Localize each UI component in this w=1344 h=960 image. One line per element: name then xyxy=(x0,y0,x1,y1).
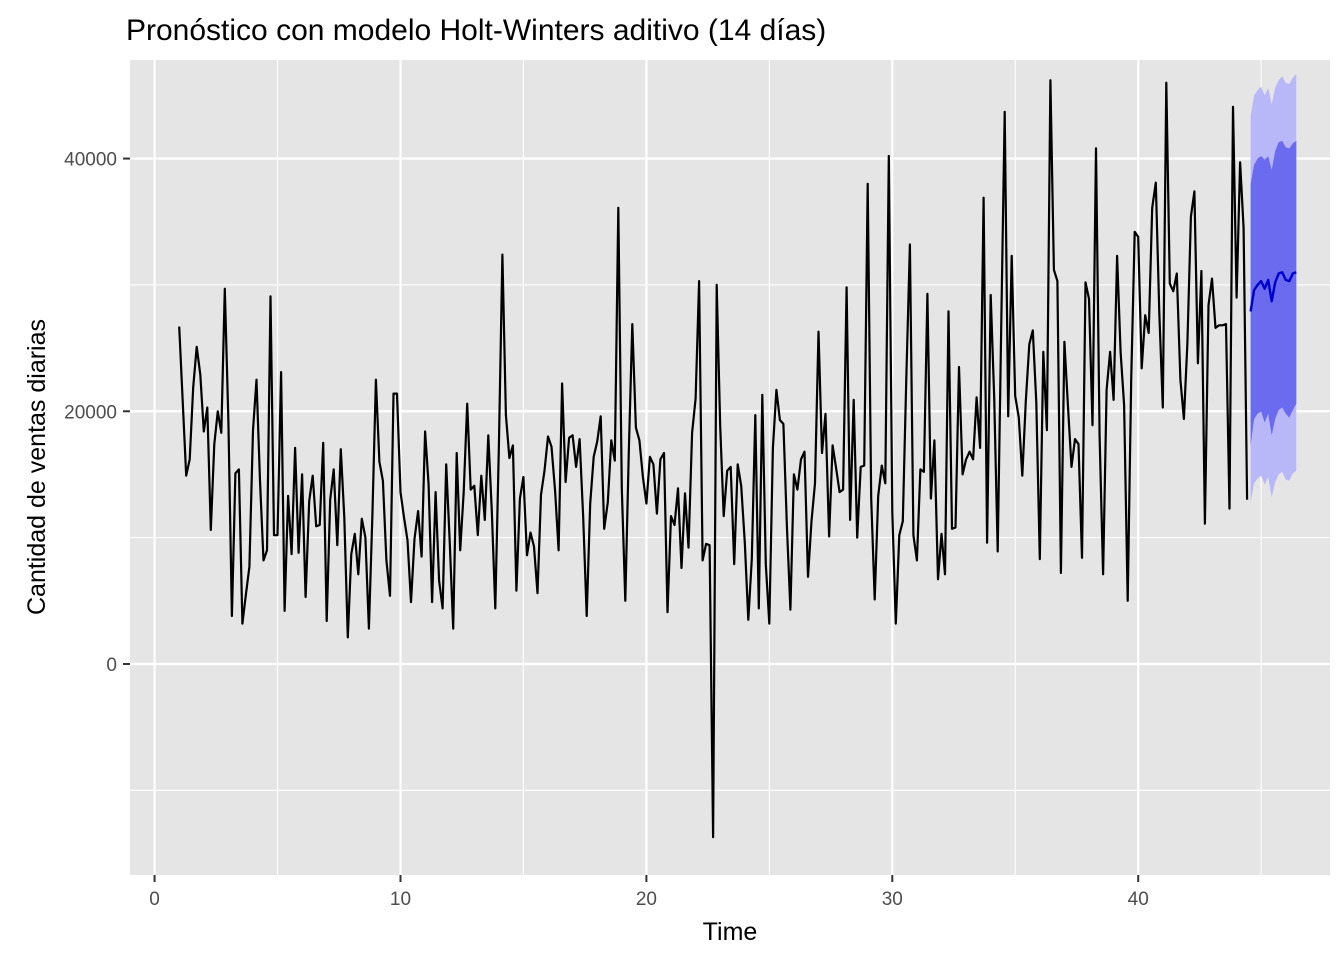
series-lines xyxy=(178,79,1297,839)
x-tick-label: 10 xyxy=(390,889,411,910)
grid-minor xyxy=(130,60,1330,875)
y-tick-label: 20000 xyxy=(64,402,117,423)
x-tick-label: 0 xyxy=(149,889,160,910)
y-tick-label: 40000 xyxy=(64,150,117,171)
x-tick-label: 30 xyxy=(882,889,903,910)
x-tick-label: 20 xyxy=(636,889,657,910)
x-tick-label: 40 xyxy=(1128,889,1149,910)
y-axis-title: Cantidad de ventas diarias xyxy=(23,319,51,615)
chart-title: Pronóstico con modelo Holt-Winters aditi… xyxy=(126,14,826,47)
y-tick-label: 0 xyxy=(106,655,117,676)
x-axis-ticks: 0 10 20 30 40 xyxy=(149,875,1149,910)
y-axis-ticks: 0 20000 40000 xyxy=(64,150,130,676)
forecast-mean-line xyxy=(1249,271,1297,312)
observed-series-line xyxy=(178,79,1249,839)
x-axis-title: Time xyxy=(703,918,758,946)
